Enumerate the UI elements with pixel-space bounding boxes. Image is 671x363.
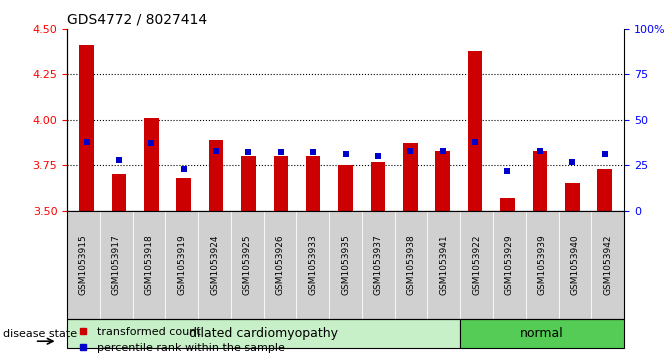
Text: GSM1053918: GSM1053918: [144, 234, 154, 295]
Bar: [241, 156, 256, 211]
Bar: [79, 45, 94, 211]
Point: [308, 150, 319, 155]
Text: GSM1053939: GSM1053939: [537, 234, 547, 295]
Bar: [468, 51, 482, 211]
Point: [340, 151, 351, 157]
Bar: [306, 156, 321, 211]
Bar: [565, 183, 580, 211]
Bar: [274, 156, 288, 211]
Text: GSM1053941: GSM1053941: [440, 234, 448, 295]
Bar: [209, 140, 223, 211]
Text: GSM1053929: GSM1053929: [505, 234, 514, 295]
Point: [599, 151, 610, 157]
Point: [243, 150, 254, 155]
Point: [211, 148, 221, 154]
Bar: [435, 151, 450, 211]
Point: [437, 148, 448, 154]
Bar: [176, 178, 191, 211]
Point: [81, 139, 92, 144]
Text: disease state: disease state: [3, 329, 77, 339]
Bar: [370, 162, 385, 211]
Text: GSM1053938: GSM1053938: [407, 234, 415, 295]
Bar: [533, 151, 547, 211]
Point: [275, 150, 286, 155]
Point: [146, 140, 156, 146]
Text: GDS4772 / 8027414: GDS4772 / 8027414: [67, 12, 207, 26]
Text: GSM1053935: GSM1053935: [341, 234, 350, 295]
Point: [470, 139, 480, 144]
Text: GSM1053942: GSM1053942: [603, 235, 612, 295]
Point: [567, 159, 578, 164]
Text: GSM1053915: GSM1053915: [79, 234, 88, 295]
Text: GSM1053925: GSM1053925: [243, 234, 252, 295]
Bar: [111, 174, 126, 211]
Text: GSM1053940: GSM1053940: [570, 234, 579, 295]
Text: GSM1053926: GSM1053926: [276, 234, 285, 295]
Point: [372, 153, 383, 159]
Bar: [597, 169, 612, 211]
Text: GSM1053919: GSM1053919: [177, 234, 187, 295]
Text: GSM1053933: GSM1053933: [308, 234, 317, 295]
Point: [405, 148, 416, 154]
Text: GSM1053924: GSM1053924: [210, 235, 219, 295]
Text: GSM1053922: GSM1053922: [472, 235, 481, 295]
Legend: transformed count, percentile rank within the sample: transformed count, percentile rank withi…: [72, 323, 289, 358]
Bar: [500, 198, 515, 211]
Text: dilated cardiomyopathy: dilated cardiomyopathy: [189, 327, 338, 340]
Bar: [403, 143, 417, 211]
Bar: [144, 118, 158, 211]
Point: [535, 148, 546, 154]
Text: normal: normal: [520, 327, 564, 340]
Text: GSM1053937: GSM1053937: [374, 234, 383, 295]
Point: [502, 168, 513, 174]
Bar: [338, 165, 353, 211]
Point: [113, 157, 124, 163]
Point: [178, 166, 189, 172]
Text: GSM1053917: GSM1053917: [112, 234, 121, 295]
